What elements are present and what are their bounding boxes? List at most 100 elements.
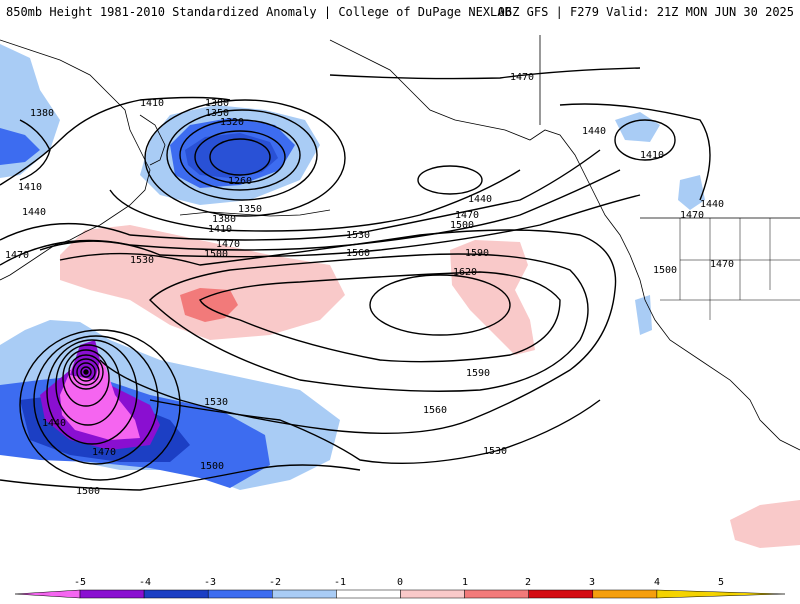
cyclone-ring-6 bbox=[55, 344, 121, 426]
contour-label: 1440 bbox=[582, 126, 606, 137]
negative-anomaly-bering-core bbox=[185, 133, 278, 178]
contour-1470-north bbox=[329, 67, 641, 80]
contour-label: 1470 bbox=[680, 210, 704, 221]
colorbar-swatch bbox=[207, 589, 273, 599]
map-canvas: 1470 1380 1410 1380 1350 1320 1260 1410 … bbox=[0, 24, 800, 576]
contour-1440 bbox=[0, 149, 601, 241]
contour-1380-nw bbox=[19, 119, 51, 181]
contour-label: 1380 bbox=[30, 108, 54, 119]
cyclone-ring-3 bbox=[72, 358, 100, 386]
contour-label: 1530 bbox=[130, 255, 154, 266]
contour-1410-nw bbox=[0, 96, 231, 186]
colorbar-swatch bbox=[400, 589, 465, 599]
coastlines bbox=[0, 35, 800, 451]
contour-label: 1500 bbox=[450, 220, 474, 231]
map-title: 850mb Height 1981-2010 Standardized Anom… bbox=[6, 5, 512, 19]
contour-label: 1470 bbox=[216, 239, 240, 250]
colorbar-swatch bbox=[79, 589, 145, 599]
cyclone-ring-7 bbox=[46, 339, 138, 445]
contour-label: 1470 bbox=[92, 447, 116, 458]
contour-1440-east bbox=[559, 103, 711, 201]
contour-label: 1410 bbox=[208, 224, 232, 235]
colorbar-swatch bbox=[14, 589, 81, 599]
negative-anomaly-canada bbox=[678, 175, 705, 210]
tick-label: 0 bbox=[397, 577, 403, 588]
cyclone-ring-8 bbox=[33, 335, 159, 465]
contour-label: 1470 bbox=[510, 72, 534, 83]
cyclone-ring-1 bbox=[80, 366, 92, 378]
contour-label: 1440 bbox=[22, 207, 46, 218]
contour-1530 bbox=[59, 229, 617, 435]
contour-label: 1500 bbox=[204, 249, 228, 260]
border-canada-us bbox=[539, 35, 800, 219]
contour-1260 bbox=[209, 138, 271, 176]
coastline-asia bbox=[0, 39, 151, 281]
cyclone-ring-2 bbox=[76, 362, 96, 382]
tick-label: -1 bbox=[334, 577, 346, 588]
contour-label: 1530 bbox=[346, 230, 370, 241]
tick-label: -4 bbox=[139, 577, 151, 588]
contour-1410-bering bbox=[109, 169, 521, 232]
cyclone-ring-5 bbox=[62, 349, 110, 407]
contour-1440-closed bbox=[417, 165, 483, 195]
tick-label: -2 bbox=[269, 577, 281, 588]
contour-label: 1500 bbox=[76, 486, 100, 497]
contour-1380 bbox=[144, 99, 346, 217]
contour-1350 bbox=[166, 109, 318, 201]
colorbar-swatch bbox=[528, 589, 594, 599]
contour-label: 1440 bbox=[468, 194, 492, 205]
contour-label: 1620 bbox=[453, 267, 477, 278]
color-scale: -5 -4 -3 -2 -1 0 1 2 3 4 5 bbox=[0, 576, 800, 600]
tick-label: 3 bbox=[589, 577, 595, 588]
contour-1410-east bbox=[614, 119, 676, 161]
state-borders bbox=[660, 218, 800, 320]
contour-label: 1440 bbox=[42, 418, 66, 429]
tick-label: 1 bbox=[462, 577, 468, 588]
contour-1530-south bbox=[149, 399, 601, 465]
map-header: 850mb Height 1981-2010 Standardized Anom… bbox=[0, 0, 800, 24]
negative-anomaly-nw-core bbox=[0, 128, 40, 165]
contour-labels: 1470 1380 1410 1380 1350 1320 1260 1410 … bbox=[5, 72, 734, 497]
contour-label: 1410 bbox=[640, 150, 664, 161]
contour-label: 1560 bbox=[423, 405, 447, 416]
colorbar-swatch bbox=[592, 589, 658, 599]
contour-label: 1440 bbox=[700, 199, 724, 210]
anomaly-map: 1470 1380 1410 1380 1350 1320 1260 1410 … bbox=[0, 24, 800, 576]
contour-label: 1500 bbox=[200, 461, 224, 472]
tick-label: 2 bbox=[525, 577, 531, 588]
contour-label: 1590 bbox=[466, 368, 490, 379]
coastline-north-america bbox=[629, 254, 800, 451]
contour-label: 1530 bbox=[483, 446, 507, 457]
contour-label: 1380 bbox=[212, 214, 236, 225]
positive-anomaly-central-core bbox=[180, 288, 238, 322]
coastline-kamchatka bbox=[139, 114, 166, 166]
contour-label: 1470 bbox=[5, 250, 29, 261]
height-contours bbox=[0, 67, 711, 491]
colorbar-swatch bbox=[464, 589, 529, 599]
contour-label: 1410 bbox=[140, 98, 164, 109]
contour-1500 bbox=[39, 194, 641, 258]
contour-label: 1530 bbox=[204, 397, 228, 408]
contour-label: 1350 bbox=[205, 108, 229, 119]
cyclone-ring-4 bbox=[68, 354, 104, 390]
contour-1320 bbox=[179, 119, 301, 191]
contour-1590 bbox=[199, 271, 561, 363]
tick-label: -5 bbox=[74, 577, 86, 588]
color-scale-svg: -5 -4 -3 -2 -1 0 1 2 3 4 5 bbox=[14, 577, 786, 599]
contour-label: 1590 bbox=[465, 248, 489, 259]
contour-1620 bbox=[369, 274, 511, 336]
colorbar-swatches bbox=[14, 589, 786, 599]
tick-label: -3 bbox=[204, 577, 216, 588]
contour-label: 1470 bbox=[710, 259, 734, 270]
contour-1500-south bbox=[0, 464, 361, 491]
aleutian-islands bbox=[179, 209, 331, 217]
colorbar-swatch bbox=[143, 589, 209, 599]
coastline-alaska bbox=[329, 39, 631, 256]
contour-label: 1470 bbox=[455, 210, 479, 221]
cyclone-center bbox=[83, 369, 89, 375]
positive-anomaly-se bbox=[730, 500, 800, 548]
cyclone-ring-9 bbox=[19, 329, 181, 481]
contour-label: 1380 bbox=[205, 98, 229, 109]
tick-label: 4 bbox=[654, 577, 660, 588]
colorbar-swatch bbox=[656, 589, 786, 599]
